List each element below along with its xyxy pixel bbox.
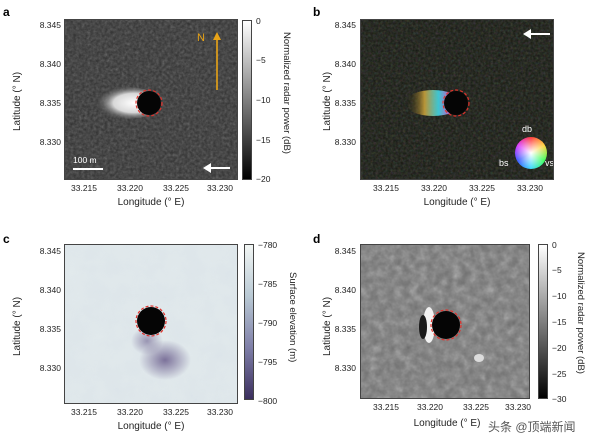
panel-c-colorbar-tick: −785 [258, 279, 278, 289]
panel-b-xtick: 33.220 [421, 183, 447, 193]
panel-a-ylabel: Latitude (° N) [12, 71, 23, 131]
panel-d-colorbar-tick: −15 [552, 317, 567, 327]
panel-d-colorbar-tick: −10 [552, 291, 567, 301]
panel-c-xtick: 33.220 [117, 407, 143, 417]
panel-a-colorbar [242, 20, 252, 180]
panel-c-ytick: 8.345 [39, 246, 61, 256]
panel-b-ytick: 8.335 [334, 98, 356, 108]
panel-d-xlabel: Longitude (° E) [413, 418, 481, 429]
look-direction-arrow-icon [203, 163, 230, 173]
panel-d-xtick: 33.215 [373, 402, 399, 412]
panel-c-xtick: 33.225 [163, 407, 189, 417]
watermark: 头条 @顶端新闻 [488, 420, 576, 434]
panel-d-colorbar [538, 244, 548, 399]
panel-a-colorbar-label: Normalized radar power (dB) [281, 32, 292, 154]
panel-d-ytick: 8.335 [334, 324, 356, 334]
panel-a-ytick: 8.335 [39, 98, 61, 108]
panel-d-colorbar-tick: 0 [552, 240, 557, 250]
panel-a-xlabel: Longitude (° E) [117, 197, 185, 208]
panel-d-colorbar-tick: −20 [552, 343, 567, 353]
north-arrow: N [197, 32, 223, 102]
panel-b-xtick: 33.215 [373, 183, 399, 193]
panel-d-colorbar-tick: −30 [552, 394, 567, 404]
panel-d-ytick: 8.340 [334, 285, 356, 295]
panel-c-ytick: 8.340 [39, 285, 61, 295]
panel-c-xtick: 33.230 [207, 407, 233, 417]
panel-d-xtick: 33.220 [417, 402, 443, 412]
scattering-color-wheel [515, 137, 547, 169]
north-label: N [197, 32, 205, 44]
panel-b-ytick: 8.345 [334, 20, 356, 30]
panel-a-xtick: 33.215 [71, 183, 97, 193]
panel-c-colorbar-tick: −780 [258, 240, 278, 250]
scale-bar [73, 168, 103, 170]
panel-c-colorbar [244, 244, 254, 400]
panel-c-colorbar-tick: −795 [258, 357, 278, 367]
panel-a-colorbar-tick: 0 [256, 16, 261, 26]
wheel-label-bs: bs [499, 158, 509, 168]
panel-a-ytick: 8.330 [39, 137, 61, 147]
panel-a-ytick: 8.345 [39, 20, 61, 30]
panel-a-letter: a [3, 5, 10, 19]
scale-bar-label: 100 m [73, 155, 97, 165]
panel-a-radar-image: N 100 m [64, 19, 238, 180]
panel-c-ytick: 8.335 [39, 324, 61, 334]
panel-c-ylabel: Latitude (° N) [12, 296, 23, 356]
panel-c-colorbar-tick: −800 [258, 396, 278, 406]
panel-a-colorbar-tick: −15 [256, 135, 271, 145]
panel-d-xtick: 33.225 [463, 402, 489, 412]
panel-c-letter: c [3, 232, 10, 246]
wheel-label-db: db [522, 124, 533, 134]
panel-b-polarimetric-image: db bs vs [360, 19, 554, 180]
panel-a-colorbar-tick: −10 [256, 95, 271, 105]
panel-d-xtick: 33.230 [505, 402, 531, 412]
panel-c-xlabel: Longitude (° E) [117, 421, 185, 432]
panel-c-xtick: 33.215 [71, 407, 97, 417]
panel-d-radar-image [360, 244, 530, 399]
panel-c-ytick: 8.330 [39, 363, 61, 373]
panel-b-xlabel: Longitude (° E) [423, 197, 491, 208]
panel-c-elevation-map [64, 244, 238, 404]
panel-a-xtick: 33.220 [117, 183, 143, 193]
panel-b-xtick: 33.230 [517, 183, 543, 193]
panel-a-ytick: 8.340 [39, 59, 61, 69]
panel-d-colorbar-tick: −25 [552, 369, 567, 379]
panel-b-letter: b [313, 5, 321, 19]
wheel-label-vs: vs [545, 158, 554, 168]
panel-c-colorbar-tick: −790 [258, 318, 278, 328]
panel-d-letter: d [313, 232, 321, 246]
panel-d-colorbar-label: Normalized radar power (dB) [575, 252, 586, 374]
panel-a-xtick: 33.225 [163, 183, 189, 193]
panel-d-ytick: 8.345 [334, 246, 356, 256]
panel-b-ytick: 8.330 [334, 137, 356, 147]
panel-a-xtick: 33.230 [207, 183, 233, 193]
panel-b-xtick: 33.225 [469, 183, 495, 193]
panel-b-ytick: 8.340 [334, 59, 356, 69]
panel-d-ytick: 8.330 [334, 363, 356, 373]
panel-d-colorbar-tick: −5 [552, 265, 562, 275]
panel-c-colorbar-label: Surface elevation (m) [287, 272, 298, 363]
panel-a-colorbar-tick: −20 [256, 174, 271, 184]
look-direction-arrow-icon [523, 29, 550, 39]
panel-a-colorbar-tick: −5 [256, 55, 266, 65]
